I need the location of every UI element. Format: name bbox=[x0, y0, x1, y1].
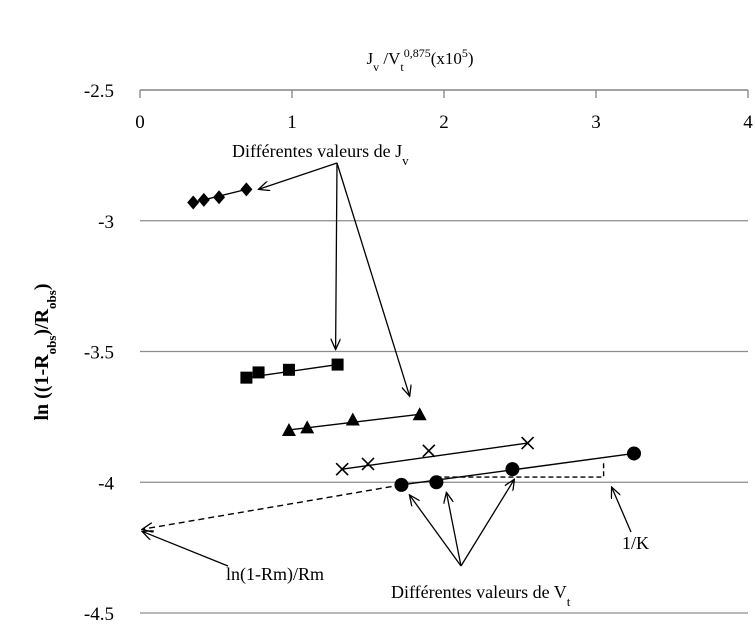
y-tick-label: -3.5 bbox=[84, 343, 114, 364]
annotations bbox=[142, 162, 632, 567]
jv-arrow bbox=[336, 162, 410, 396]
x-point bbox=[521, 436, 535, 450]
jv-arrow bbox=[336, 162, 337, 350]
circle-point bbox=[627, 446, 641, 461]
x-axis bbox=[139, 89, 749, 98]
vt-arrow bbox=[409, 495, 462, 567]
x-tick-label: 1 bbox=[287, 112, 297, 133]
jv-arrow bbox=[258, 162, 338, 189]
triangle-point bbox=[281, 422, 296, 436]
extrapolation-line bbox=[142, 484, 402, 529]
square-point bbox=[240, 371, 253, 384]
vt-arrow bbox=[460, 479, 514, 567]
x-point bbox=[335, 462, 349, 476]
intercept-annotation-label: ln(1-Rm)/Rm bbox=[226, 564, 324, 585]
circle-point bbox=[505, 462, 520, 477]
k-arrow bbox=[612, 487, 632, 533]
x-marker-stroke bbox=[361, 457, 375, 471]
diamond-point bbox=[197, 192, 210, 207]
x-tick-label: 3 bbox=[591, 112, 601, 133]
square-point bbox=[252, 366, 265, 379]
y-tick-label: -4 bbox=[98, 473, 114, 494]
triangle-point bbox=[412, 407, 427, 421]
x-tick-label: 4 bbox=[743, 112, 753, 133]
gridlines bbox=[140, 89, 748, 614]
data-points bbox=[187, 182, 641, 492]
vt-arrow bbox=[446, 492, 462, 567]
extrapolation-dashed-line bbox=[142, 484, 402, 529]
circle-point bbox=[429, 475, 444, 490]
y-tick-labels: -2.5 -3 -3.5 -4 -4.5 bbox=[84, 81, 115, 625]
x-marker-stroke bbox=[422, 444, 436, 458]
jv-annotation-label: Différentes valeurs de Jv bbox=[232, 141, 409, 168]
triangle-point bbox=[345, 412, 360, 426]
y-tick-label: -2.5 bbox=[84, 81, 114, 102]
x-tick-label: 2 bbox=[439, 112, 449, 133]
y-axis-label: ln ((1-Robs)/Robs) bbox=[31, 283, 59, 420]
y-tick-label: -4.5 bbox=[84, 604, 114, 625]
k-bracket bbox=[436, 461, 605, 478]
vt-annotation-label: Différentes valeurs de Vt bbox=[391, 582, 571, 609]
diamond-point bbox=[240, 182, 253, 197]
intercept-arrow bbox=[142, 531, 229, 567]
diamond-point bbox=[213, 190, 226, 205]
y-tick-label: -3 bbox=[98, 212, 114, 233]
x-point bbox=[361, 457, 375, 471]
x-tick-labels: 0 1 2 3 4 bbox=[135, 112, 753, 133]
x-point bbox=[422, 444, 436, 458]
triangle-point bbox=[300, 420, 315, 434]
square-point bbox=[282, 363, 295, 376]
x-marker-stroke bbox=[335, 462, 349, 476]
k-annotation-label: 1/K bbox=[622, 533, 649, 553]
diamond-point bbox=[187, 195, 200, 210]
fit-lines bbox=[193, 188, 635, 486]
x-axis-label: Jv /Vt0,875(x105) bbox=[366, 46, 473, 74]
x-tick-label: 0 bbox=[135, 112, 145, 133]
x-marker-stroke bbox=[521, 436, 535, 450]
square-point bbox=[331, 358, 344, 371]
circle-point bbox=[394, 477, 409, 492]
